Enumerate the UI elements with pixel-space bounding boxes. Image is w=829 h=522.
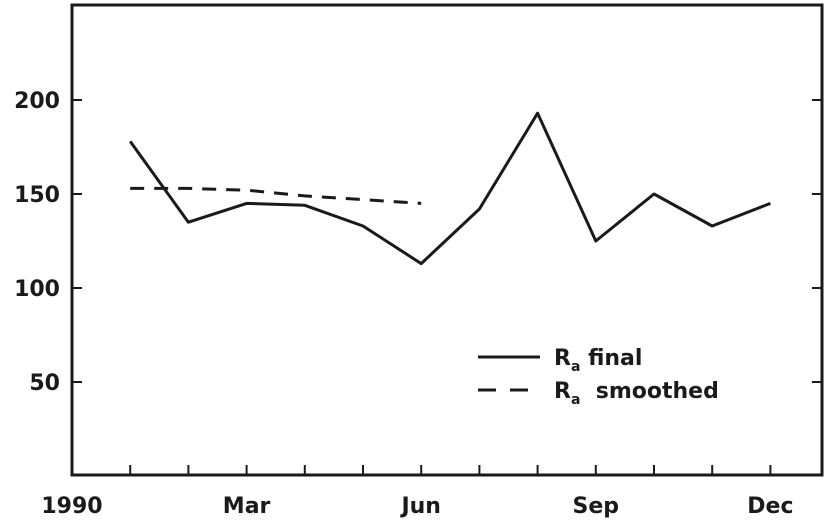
x-axis-ticks: 1990 Mar Jun Sep Dec xyxy=(41,465,794,519)
legend-label-main: R xyxy=(554,346,571,371)
plot-frame xyxy=(70,3,824,477)
series-line-final xyxy=(128,111,771,266)
x-tick-label: Sep xyxy=(573,494,620,519)
legend-label-subscript: a xyxy=(571,392,580,408)
x-tick-label: Jun xyxy=(399,494,441,519)
x-tick-label: Dec xyxy=(747,494,793,519)
legend-label-rest: smoothed xyxy=(580,379,718,404)
legend-label-rest: final xyxy=(580,346,642,371)
y-tick-label: 200 xyxy=(14,89,60,114)
y-tick-label: 150 xyxy=(14,183,60,208)
series-line-smoothed xyxy=(130,186,422,205)
legend-label-subscript: a xyxy=(571,359,580,375)
y-tick-label: 50 xyxy=(29,371,60,396)
y-tick-label: 100 xyxy=(14,277,60,302)
y-axis-ticks: 50 100 150 200 xyxy=(14,89,822,396)
legend-label-final: Ra final xyxy=(554,346,642,375)
x-tick-label: Mar xyxy=(223,494,271,519)
x-tick-label: 1990 xyxy=(41,494,102,519)
series-layer xyxy=(128,111,771,266)
legend-label-smoothed: Ra smoothed xyxy=(554,379,719,408)
legend-label-main: R xyxy=(554,379,571,404)
